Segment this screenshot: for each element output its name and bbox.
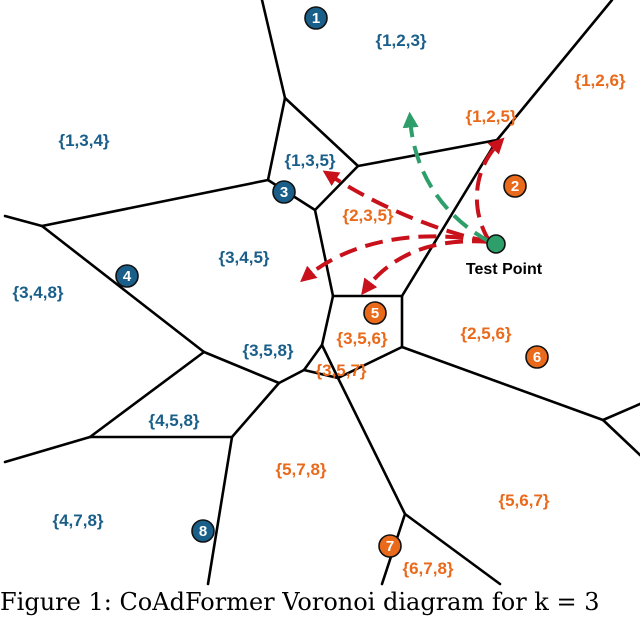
voronoi-edge (3, 214, 44, 228)
voronoi-edge (601, 418, 640, 457)
voronoi-edge (206, 435, 234, 586)
cell-label: {1,2,6} (574, 71, 625, 90)
cell-label: {2,5,6} (460, 324, 511, 343)
voronoi-edge (320, 343, 340, 380)
red-arrow-to-125 (474, 137, 505, 244)
cell-label: {3,4,8} (12, 283, 63, 302)
voronoi-diagram: {1,2,3} {1,2,6} {1,2,5} {1,3,4} {1,3,5} … (3, 0, 640, 586)
site-marker: 4 (115, 264, 139, 288)
test-point-marker (486, 234, 506, 254)
cell-label: {3,4,5} (218, 248, 269, 267)
site-number: 3 (280, 184, 288, 201)
cell-label: {1,2,3} (375, 31, 426, 50)
cell-label: {3,5,6} (336, 329, 387, 348)
voronoi-edge (336, 376, 407, 516)
site-marker: 5 (363, 301, 387, 325)
cell-label: {5,7,8} (275, 460, 326, 479)
site-circle (191, 519, 215, 543)
voronoi-edge (260, 0, 287, 100)
site-marker: 7 (378, 534, 402, 558)
voronoi-edge (40, 178, 270, 228)
red-arrow-to-5 (361, 239, 491, 296)
site-marker: 1 (304, 6, 328, 30)
red-arrow-to-345 (300, 234, 491, 283)
voronoi-edge (40, 224, 206, 354)
site-number: 5 (371, 305, 379, 322)
cell-labels: {1,2,3} {1,2,6} {1,2,5} {1,3,4} {1,3,5} … (12, 31, 625, 578)
site-circle (272, 180, 296, 204)
cell-label: {4,5,8} (148, 411, 199, 430)
cell-label: {1,2,5} (465, 107, 516, 126)
test-point: Test Point (466, 234, 543, 278)
site-circle (115, 264, 139, 288)
voronoi-edge (277, 368, 306, 385)
cell-label: {4,7,8} (52, 511, 103, 530)
voronoi-edge (320, 294, 335, 347)
voronoi-edge (202, 350, 281, 385)
voronoi-edge (403, 512, 502, 586)
site-circle (503, 174, 527, 198)
cell-label: {3,5,8} (242, 341, 293, 360)
voronoi-edge (313, 208, 335, 298)
site-number: 8 (199, 523, 207, 540)
site-number: 1 (312, 10, 320, 27)
site-circle (304, 6, 328, 30)
voronoi-edge (400, 345, 605, 422)
voronoi-edge (283, 96, 360, 168)
cell-label: {1,3,4} (58, 131, 109, 150)
traversal-arrows (300, 111, 505, 296)
voronoi-edge (336, 345, 404, 380)
voronoi-edge (356, 138, 499, 168)
sites: 1 2 3 4 5 6 7 8 (115, 6, 549, 558)
site-marker: 3 (272, 180, 296, 204)
site-marker: 2 (503, 174, 527, 198)
green-arrow-to-123 (402, 111, 491, 244)
site-circle (525, 345, 549, 369)
cell-label: {1,3,5} (284, 151, 335, 170)
voronoi-edge (400, 138, 499, 298)
site-circle (363, 301, 387, 325)
voronoi-edge (3, 435, 92, 464)
site-circle (378, 534, 402, 558)
site-marker: 8 (191, 519, 215, 543)
voronoi-edge (266, 96, 287, 182)
test-point-label: Test Point (466, 261, 543, 278)
site-number: 6 (533, 349, 541, 366)
site-number: 7 (386, 538, 394, 555)
voronoi-edge (601, 402, 640, 422)
voronoi-edge (313, 164, 360, 212)
cell-label: {6,7,8} (402, 559, 453, 578)
voronoi-edge (302, 368, 340, 380)
cell-label: {2,3,5} (342, 206, 393, 225)
voronoi-edge (88, 350, 206, 439)
site-number: 2 (511, 178, 519, 195)
voronoi-edge (302, 343, 324, 372)
voronoi-edge (495, 0, 614, 142)
site-number: 4 (123, 268, 132, 285)
cell-label: {3,5,7} (315, 361, 366, 380)
voronoi-edge (230, 381, 281, 439)
site-marker: 6 (525, 345, 549, 369)
voronoi-edges (3, 0, 640, 586)
figure-caption: Figure 1: CoAdFormer Voronoi diagram for… (0, 588, 600, 616)
red-arrow-to-135 (322, 170, 491, 244)
cell-label: {5,6,7} (498, 491, 549, 510)
